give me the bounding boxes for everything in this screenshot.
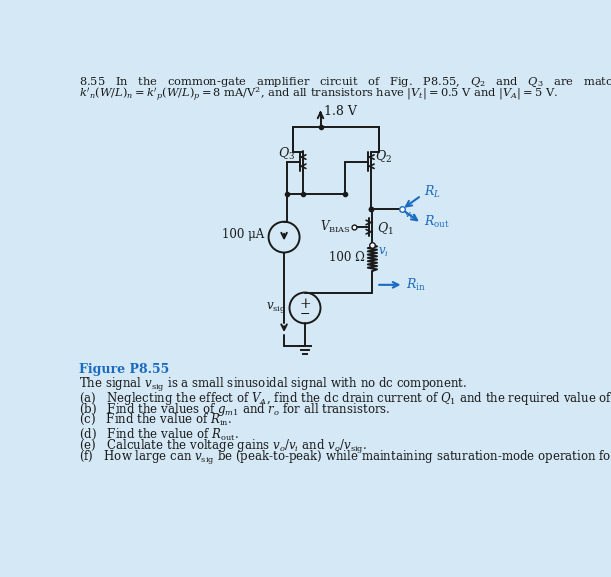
Text: (f)   How large can $v_{\rm sig}$ be (peak-to-peak) while maintaining saturation: (f) How large can $v_{\rm sig}$ be (peak… xyxy=(79,449,611,467)
Text: $R_{\rm in}$: $R_{\rm in}$ xyxy=(406,277,426,293)
Text: (b)   Find the values of $g_{m1}$ and $r_o$ for all transistors.: (b) Find the values of $g_{m1}$ and $r_o… xyxy=(79,401,391,418)
Text: 8.55   In   the   common-gate   amplifier   circuit   of   Fig.   P8.55,   $Q_2$: 8.55 In the common-gate amplifier circui… xyxy=(79,76,611,89)
Text: $R_L$: $R_L$ xyxy=(423,185,441,200)
Text: +: + xyxy=(299,297,311,311)
Text: $Q_1$: $Q_1$ xyxy=(377,220,393,237)
Text: $v_i$: $v_i$ xyxy=(378,246,389,260)
Text: Figure P8.55: Figure P8.55 xyxy=(79,364,170,376)
Text: 100 μA: 100 μA xyxy=(222,227,265,241)
Text: $v_{\rm sig}$: $v_{\rm sig}$ xyxy=(266,301,287,316)
Text: 100 Ω: 100 Ω xyxy=(329,252,365,264)
Text: (d)   Find the value of $R_{\rm out}$.: (d) Find the value of $R_{\rm out}$. xyxy=(79,428,240,443)
Text: $v_o$: $v_o$ xyxy=(404,210,416,220)
Text: The signal $v_{\rm sig}$ is a small sinusoidal signal with no dc component.: The signal $v_{\rm sig}$ is a small sinu… xyxy=(79,376,467,394)
Text: (c)   Find the value of $R_{\rm in}$.: (c) Find the value of $R_{\rm in}$. xyxy=(79,412,233,427)
Text: $V_{\rm BIAS}$: $V_{\rm BIAS}$ xyxy=(320,219,351,235)
Text: (e)   Calculate the voltage gains $v_o/v_i$ and $v_o/v_{\rm sig}$.: (e) Calculate the voltage gains $v_o/v_i… xyxy=(79,438,368,456)
Text: $R_{\rm out}$: $R_{\rm out}$ xyxy=(423,213,450,230)
Text: $k'_n(W/L)_n = k'_p(W/L)_p = 8\ \mathrm{mA/V^2}$, and all transistors have $|V_t: $k'_n(W/L)_n = k'_p(W/L)_p = 8\ \mathrm{… xyxy=(79,85,558,103)
Text: 1.8 V: 1.8 V xyxy=(324,104,357,118)
Text: $Q_3$: $Q_3$ xyxy=(278,146,295,162)
Text: $Q_2$: $Q_2$ xyxy=(375,149,392,166)
Text: −: − xyxy=(300,308,310,321)
Text: (a)   Neglecting the effect of $V_A$, find the dc drain current of $Q_1$ and the: (a) Neglecting the effect of $V_A$, find… xyxy=(79,389,611,407)
